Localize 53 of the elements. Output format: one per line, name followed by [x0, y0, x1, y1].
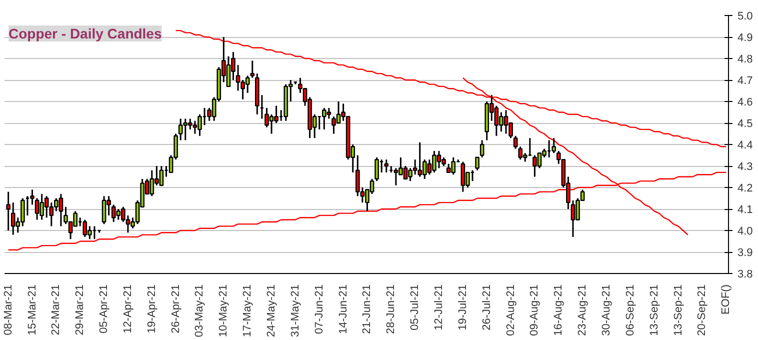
y-tick-label: 4.5 [738, 118, 753, 130]
x-tick-label: 26-Jul-21 [480, 284, 493, 330]
x-tick-label: 26-Apr-21 [170, 284, 182, 334]
x-tick-label: 05-Apr-21 [98, 284, 110, 334]
candlestick [384, 158, 389, 174]
y-tick-label: 4.8 [738, 54, 753, 66]
y-tick-label: 4.6 [738, 96, 753, 108]
x-tick-label: 08-Mar-21 [2, 284, 14, 336]
candlestick [475, 156, 480, 172]
x-tick-label: 15-Mar-21 [26, 284, 38, 336]
text: Copper - Daily Candles [8, 26, 162, 42]
y-tick-label: 4.9 [738, 32, 753, 44]
x-tick-label: 10-May-21 [218, 284, 230, 338]
candlestick [552, 137, 556, 154]
x-tick-label: 02-Aug-21 [504, 284, 517, 336]
x-tick-label: 22-Mar-21 [50, 284, 62, 336]
y-tick-label: 4.4 [738, 140, 753, 152]
x-tick-label: 19-Jul-21 [456, 284, 469, 330]
y-tick-label: 4.0 [738, 226, 753, 238]
x-tick-label: 07-Jun-21 [313, 284, 326, 334]
y-tick-label: 3.8 [738, 268, 753, 280]
y-tick-label: 4.7 [738, 75, 753, 87]
candlestick [480, 139, 484, 158]
x-tick-label: 16-Aug-21 [552, 284, 565, 336]
y-tick-label: 5.0 [738, 10, 753, 22]
candlestick [30, 188, 34, 206]
candlestick [250, 60, 255, 79]
x-tick-label: 17-May-21 [242, 284, 254, 338]
x-tick-label: 23-Aug-21 [576, 284, 589, 336]
x-tick-label: 20-Sep-21 [696, 284, 708, 336]
y-tick-label: 3.9 [738, 247, 753, 259]
x-tick-label: 28-Jun-21 [385, 284, 398, 334]
candlestick [6, 191, 10, 232]
x-tick-label: 14-Jun-21 [337, 284, 350, 334]
x-tick-label: 09-Aug-21 [528, 284, 541, 336]
x-tick-label: 19-Apr-21 [146, 284, 158, 334]
candlestick [374, 156, 379, 182]
x-tick-label: 12-Apr-21 [122, 284, 134, 334]
x-tick-label: 05-Jul-21 [409, 284, 422, 330]
x-tick-label: 21-Jun-21 [361, 284, 374, 334]
x-tick-label: 24-May-21 [266, 284, 278, 338]
y-tick-label: 4.1 [738, 204, 753, 216]
x-tick-label: 30-Aug-21 [600, 284, 612, 336]
x-tick-label: 29-Mar-21 [74, 284, 86, 336]
x-tick-label: 06-Sep-21 [624, 284, 636, 336]
x-tick-label: EOF() [720, 284, 732, 314]
y-tick-label: 4.3 [738, 161, 753, 173]
x-tick-label: 03-May-21 [194, 284, 206, 338]
x-tick-label: 12-Jul-21 [432, 284, 445, 330]
x-tick-label: 13-Sep-21 [648, 284, 660, 336]
x-tick-label: 13-Sep-21 [672, 284, 684, 336]
y-tick-label: 4.2 [738, 182, 753, 194]
x-tick-label: 31-May-21 [289, 284, 302, 338]
